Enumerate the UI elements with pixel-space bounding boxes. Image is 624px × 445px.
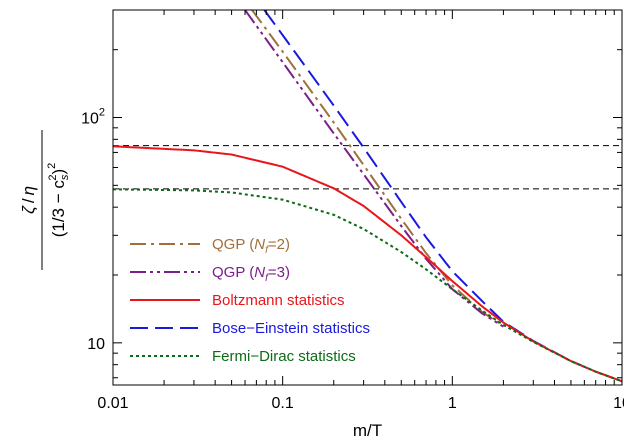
y-label-numerator: ζ / η	[19, 186, 38, 214]
legend: QGP (Nf=2) QGP (Nf=3) Boltzmann statistics…	[130, 236, 370, 365]
y-label-den-sub: s	[59, 174, 71, 180]
y-label-zeta: ζ	[19, 205, 38, 214]
y-tick-label: 10	[87, 336, 105, 353]
y-label-den-outer-sup: 2	[46, 163, 58, 169]
plot-frame	[112, 9, 623, 386]
y-label-denominator: (1/3 − cs2)2	[46, 163, 71, 238]
x-tick-label: 1	[448, 395, 457, 412]
x-tick-label: 0.1	[272, 395, 294, 412]
legend-label: QGP (Nf=2)	[212, 236, 290, 256]
series-line-fermi	[113, 188, 622, 383]
legend-label: Bose−Einstein statistics	[212, 320, 370, 337]
legend-item-boltzmann: Boltzmann statistics	[130, 292, 345, 309]
y-label-eta: η	[19, 186, 38, 195]
y-tick-label: 102	[81, 107, 105, 128]
y-label-den-open: (1/3 − c	[49, 180, 68, 238]
y-label-slash: /	[19, 198, 38, 203]
legend-item-qgp3: QGP (Nf=3)	[130, 264, 290, 284]
legend-item-fermi: Fermi−Dirac statistics	[130, 348, 356, 365]
legend-label: Fermi−Dirac statistics	[212, 348, 356, 365]
reference-lines	[113, 145, 622, 190]
series-line-qgp3	[244, 10, 504, 328]
axis-ticks	[112, 9, 623, 385]
legend-label: QGP (Nf=3)	[212, 264, 290, 284]
y-label-den-sup: 2	[47, 175, 59, 181]
legend-item-bose: Bose−Einstein statistics	[130, 320, 370, 337]
series-line-boltzmann	[113, 145, 622, 383]
x-axis-label: m/T	[353, 421, 382, 440]
tick-labels: 0.01 0.1 1 10 10 102	[81, 107, 624, 412]
series-layer	[113, 10, 622, 383]
y-label-den-close: )	[49, 169, 68, 175]
legend-item-qgp2: QGP (Nf=2)	[130, 236, 290, 256]
y-axis-label: ζ / η (1/3 − cs2)2	[19, 130, 71, 270]
legend-label: Boltzmann statistics	[212, 292, 345, 309]
x-tick-label: 0.01	[97, 395, 128, 412]
series-line-qgp2	[251, 10, 504, 327]
x-tick-label: 10	[613, 395, 624, 412]
